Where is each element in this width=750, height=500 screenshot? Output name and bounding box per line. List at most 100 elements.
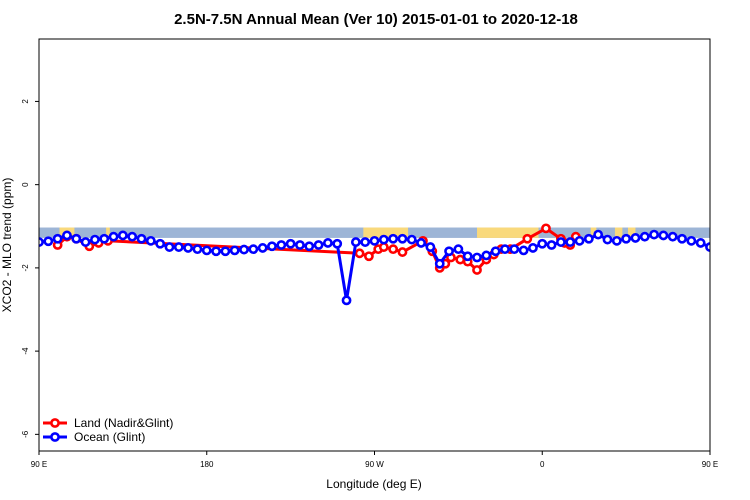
data-point bbox=[397, 233, 408, 244]
data-point bbox=[378, 242, 389, 252]
data-point bbox=[341, 295, 352, 306]
data-point bbox=[462, 251, 473, 262]
data-point bbox=[220, 246, 231, 257]
data-point bbox=[455, 254, 466, 265]
data-point bbox=[686, 235, 697, 246]
x-tick-label: 90 E bbox=[31, 460, 47, 469]
data-point bbox=[183, 243, 194, 253]
data-point bbox=[295, 240, 305, 250]
data-point bbox=[528, 243, 538, 253]
series-layer bbox=[39, 223, 710, 306]
data-point bbox=[406, 234, 417, 245]
y-tick-label: 2 bbox=[21, 99, 30, 104]
data-point bbox=[565, 237, 576, 247]
data-point bbox=[127, 231, 138, 242]
y-axis-label: XCO2 - MLO trend (ppm) bbox=[0, 178, 14, 313]
x-axis: 90 E 180 90 W 0 90 E bbox=[31, 451, 718, 469]
data-point bbox=[574, 235, 585, 246]
data-point bbox=[164, 242, 175, 252]
x-tick-label: 0 bbox=[540, 460, 545, 469]
data-point bbox=[239, 244, 249, 255]
data-point bbox=[425, 242, 436, 252]
data-point bbox=[537, 238, 548, 249]
data-point bbox=[80, 237, 91, 247]
data-point bbox=[229, 245, 240, 256]
data-point bbox=[472, 265, 482, 275]
legend-label: Ocean (Glint) bbox=[74, 430, 145, 444]
legend-label: Land (Nadir&Glint) bbox=[74, 416, 173, 430]
data-point bbox=[304, 241, 315, 252]
data-point bbox=[472, 252, 482, 263]
y-tick-label: -6 bbox=[21, 430, 30, 438]
chart-title: 2.5N-7.5N Annual Mean (Ver 10) 2015-01-0… bbox=[174, 11, 578, 28]
data-point bbox=[621, 233, 632, 244]
data-point bbox=[518, 245, 529, 256]
data-point bbox=[522, 233, 533, 244]
data-point bbox=[108, 231, 119, 242]
y-axis: 2 0 -2 -4 -6 bbox=[21, 99, 39, 438]
data-point bbox=[649, 229, 659, 240]
data-point bbox=[541, 223, 551, 234]
data-point bbox=[639, 231, 650, 242]
data-point bbox=[416, 238, 426, 248]
data-point bbox=[173, 242, 184, 252]
data-point bbox=[667, 231, 678, 242]
y-tick-label: 0 bbox=[21, 182, 30, 187]
x-tick-label: 90 W bbox=[365, 460, 384, 469]
data-point bbox=[117, 230, 128, 241]
data-point bbox=[369, 235, 380, 246]
data-point bbox=[62, 230, 72, 241]
data-point bbox=[192, 244, 203, 255]
data-point bbox=[546, 240, 557, 250]
data-point bbox=[285, 238, 296, 249]
data-point bbox=[388, 244, 399, 255]
x-axis-label: Longitude (deg E) bbox=[326, 477, 421, 491]
data-point bbox=[350, 237, 361, 247]
data-point bbox=[90, 234, 100, 245]
legend-marker bbox=[50, 418, 60, 428]
data-point bbox=[388, 233, 399, 244]
data-point bbox=[323, 238, 333, 248]
data-point bbox=[257, 243, 268, 253]
data-point bbox=[490, 246, 501, 257]
data-point bbox=[444, 246, 454, 257]
data-point bbox=[211, 246, 221, 257]
data-point bbox=[509, 244, 520, 255]
data-point bbox=[313, 240, 324, 250]
data-point bbox=[276, 240, 287, 250]
data-point bbox=[145, 235, 156, 246]
y-tick-label: -2 bbox=[21, 264, 30, 272]
data-point bbox=[677, 233, 687, 244]
map-strip-land bbox=[627, 227, 636, 238]
map-strip-land bbox=[614, 227, 623, 238]
data-point bbox=[555, 237, 566, 247]
x-tick-label: 180 bbox=[200, 460, 214, 469]
data-point bbox=[99, 233, 110, 244]
data-point bbox=[364, 251, 374, 262]
data-point bbox=[360, 237, 371, 247]
map-strip-land bbox=[590, 227, 597, 238]
data-point bbox=[658, 230, 669, 241]
data-point bbox=[378, 234, 389, 245]
x-tick-label: 90 E bbox=[702, 460, 718, 469]
data-point bbox=[630, 233, 641, 243]
data-point bbox=[201, 245, 212, 256]
data-point bbox=[481, 250, 492, 261]
data-point bbox=[593, 229, 604, 240]
legend: Land (Nadir&Glint)Ocean (Glint) bbox=[43, 416, 173, 444]
map-strip-land bbox=[477, 227, 539, 238]
data-point bbox=[155, 238, 166, 249]
data-point bbox=[434, 258, 445, 269]
data-point bbox=[248, 244, 259, 255]
data-point bbox=[695, 238, 706, 248]
data-point bbox=[500, 244, 510, 255]
data-point bbox=[354, 248, 365, 259]
data-point bbox=[583, 233, 594, 244]
data-point bbox=[52, 233, 63, 244]
data-point bbox=[267, 241, 277, 252]
data-point bbox=[453, 244, 464, 255]
data-point bbox=[705, 242, 710, 252]
y-tick-label: -4 bbox=[21, 347, 30, 355]
data-point bbox=[611, 235, 622, 246]
